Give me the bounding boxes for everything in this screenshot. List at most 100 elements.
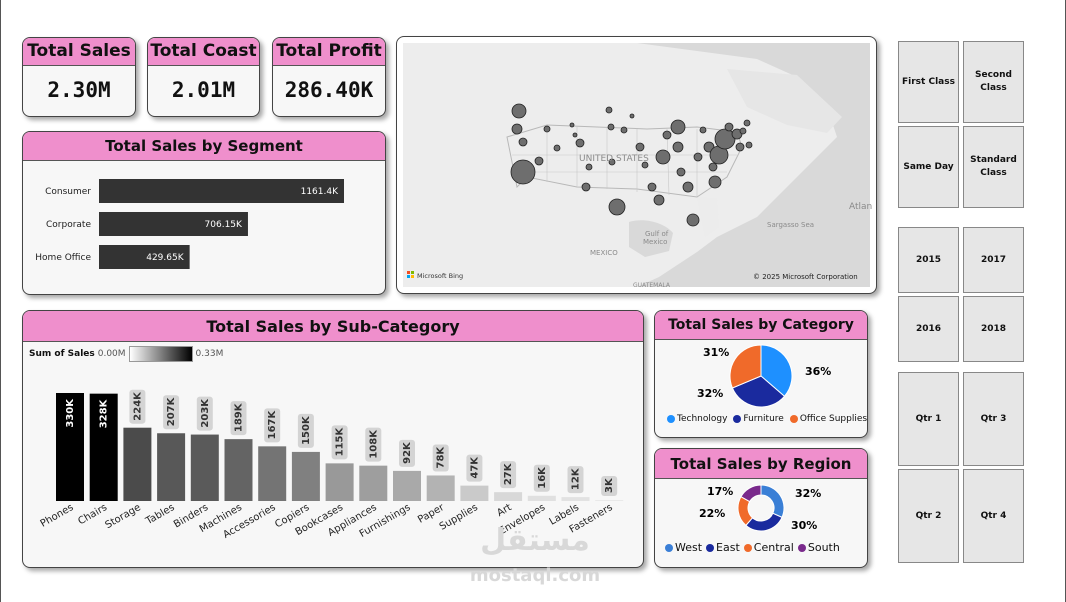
subcategory-value-badge (601, 476, 618, 496)
subcategory-tick-label: Tables (143, 502, 176, 528)
subcategory-bar[interactable] (460, 485, 489, 501)
slicer-qtr-2[interactable]: Qtr 2 (898, 469, 959, 563)
map-bubble[interactable] (724, 122, 734, 132)
legend-item-east[interactable]: East (706, 541, 740, 554)
subcategory-bar[interactable] (224, 439, 253, 501)
legend-label: Central (753, 541, 794, 554)
kpi-total-coast[interactable]: Total Coast 2.01M (147, 37, 260, 117)
map-bubble[interactable] (672, 141, 684, 153)
map-bubble[interactable] (682, 181, 694, 193)
subcategory-bar[interactable] (258, 446, 287, 501)
slicer-second-class[interactable]: Second Class (963, 41, 1024, 123)
map-land-canada-east (727, 69, 842, 133)
map-bubble[interactable] (647, 182, 657, 192)
map-bubble[interactable] (662, 130, 672, 140)
slicer-year-2015[interactable]: 2015 (898, 227, 959, 293)
map-bubbles[interactable] (510, 103, 753, 227)
subcategory-bar[interactable] (393, 470, 421, 501)
subcategory-bar[interactable] (190, 434, 219, 501)
map-bubble[interactable] (655, 149, 671, 165)
subcategory-value-label: 108K (368, 429, 379, 459)
legend-item-furniture[interactable]: Furniture (733, 414, 784, 424)
legend-item-office-supplies[interactable]: Office Supplies (789, 414, 867, 424)
map-bubble[interactable] (620, 126, 628, 134)
map-bubble[interactable] (585, 163, 593, 171)
segment-bar[interactable] (99, 212, 248, 236)
map-bubble[interactable] (553, 144, 561, 152)
subcategory-bar[interactable] (359, 465, 388, 501)
map-bubble[interactable] (575, 138, 585, 148)
map-bubble[interactable] (699, 126, 707, 134)
map-bubble[interactable] (693, 152, 703, 162)
region-chart-card[interactable]: Total Sales by Region 17% 32% 22% 30% We… (654, 448, 868, 568)
map-bubble[interactable] (608, 158, 616, 166)
map-bubble[interactable] (543, 125, 551, 133)
map-bubble[interactable] (629, 113, 635, 119)
map-bubble[interactable] (686, 213, 700, 227)
subcategory-bar[interactable] (595, 500, 624, 501)
subcategory-bar[interactable] (527, 495, 556, 501)
map-bubble[interactable] (743, 119, 751, 127)
pie-slice-south[interactable] (740, 484, 762, 503)
map-label-sargasso: Sargasso Sea (767, 221, 814, 229)
map-bubble[interactable] (572, 132, 578, 138)
map-bubble[interactable] (581, 182, 591, 192)
kpi-total-sales[interactable]: Total Sales 2.30M (22, 37, 136, 117)
map-bubble[interactable] (653, 194, 665, 206)
sales-map-card[interactable]: UNITED STATES MEXICO Gulf of Mexico Sarg… (396, 36, 877, 294)
subcategory-bar[interactable] (56, 393, 84, 501)
subcategory-bar[interactable] (157, 433, 186, 501)
map-bubble[interactable] (739, 127, 747, 135)
map-bubble[interactable] (605, 106, 613, 114)
pie-slice-furniture[interactable] (731, 375, 786, 408)
subcategory-bar[interactable] (426, 475, 455, 501)
subcategory-bar[interactable] (561, 497, 590, 501)
subcategory-bar[interactable] (123, 427, 152, 501)
slicer-qtr-1[interactable]: Qtr 1 (898, 372, 959, 466)
map-bubble[interactable] (735, 142, 745, 152)
segment-bar[interactable] (99, 179, 344, 203)
region-chart-title: Total Sales by Region (655, 449, 867, 479)
kpi-total-profit[interactable]: Total Profit 286.40K (272, 37, 386, 117)
subcategory-bar[interactable] (89, 393, 118, 501)
map-bubble[interactable] (676, 167, 686, 177)
map-bubble[interactable] (635, 142, 645, 152)
map-bubble[interactable] (569, 122, 575, 128)
legend-item-west[interactable]: West (665, 541, 702, 554)
segment-chart-card[interactable]: Total Sales by Segment Consumer 1161.4K Co… (22, 131, 386, 295)
slicer-qtr-4[interactable]: Qtr 4 (963, 469, 1024, 563)
map-bubble[interactable] (641, 161, 649, 169)
legend-title: Sum of Sales (29, 349, 95, 359)
map-bubble[interactable] (607, 123, 615, 131)
pie-slice-west[interactable] (760, 484, 785, 519)
map-bubble[interactable] (510, 159, 536, 185)
map-bubble[interactable] (511, 103, 527, 119)
subcategory-chart-card[interactable]: Total Sales by Sub-Category Sum of Sales… (22, 310, 644, 568)
slicer-year-2017[interactable]: 2017 (963, 227, 1024, 293)
segment-bar[interactable] (99, 245, 190, 269)
map-bubble[interactable] (708, 162, 718, 172)
map-bubble[interactable] (518, 137, 528, 147)
sales-map[interactable]: UNITED STATES MEXICO Gulf of Mexico Sarg… (397, 37, 876, 293)
slicer-year-2018[interactable]: 2018 (963, 296, 1024, 362)
subcategory-bar[interactable] (291, 451, 320, 501)
subcategory-bar[interactable] (325, 463, 354, 501)
slicer-qtr-3[interactable]: Qtr 3 (963, 372, 1024, 466)
pie-slice-technology[interactable] (760, 344, 793, 398)
slicer-standard-class[interactable]: Standard Class (963, 126, 1024, 208)
legend-item-south[interactable]: South (797, 541, 840, 554)
legend-item-central[interactable]: Central (743, 541, 794, 554)
subcategory-bar[interactable] (494, 492, 523, 501)
map-bubble[interactable] (534, 156, 544, 166)
map-bubble[interactable] (708, 175, 722, 189)
legend-item-technology[interactable]: Technology (667, 414, 727, 424)
map-bubble[interactable] (670, 119, 686, 135)
map-bubble[interactable] (511, 123, 523, 135)
slicer-same-day[interactable]: Same Day (898, 126, 959, 208)
pie-slice-office-supplies[interactable] (729, 344, 762, 389)
slicer-year-2016[interactable]: 2016 (898, 296, 959, 362)
slicer-first-class[interactable]: First Class (898, 41, 959, 123)
map-bubble[interactable] (745, 141, 753, 149)
category-chart-card[interactable]: Total Sales by Category 31% 36% 32% Tech… (654, 310, 868, 438)
map-bubble[interactable] (608, 198, 626, 216)
